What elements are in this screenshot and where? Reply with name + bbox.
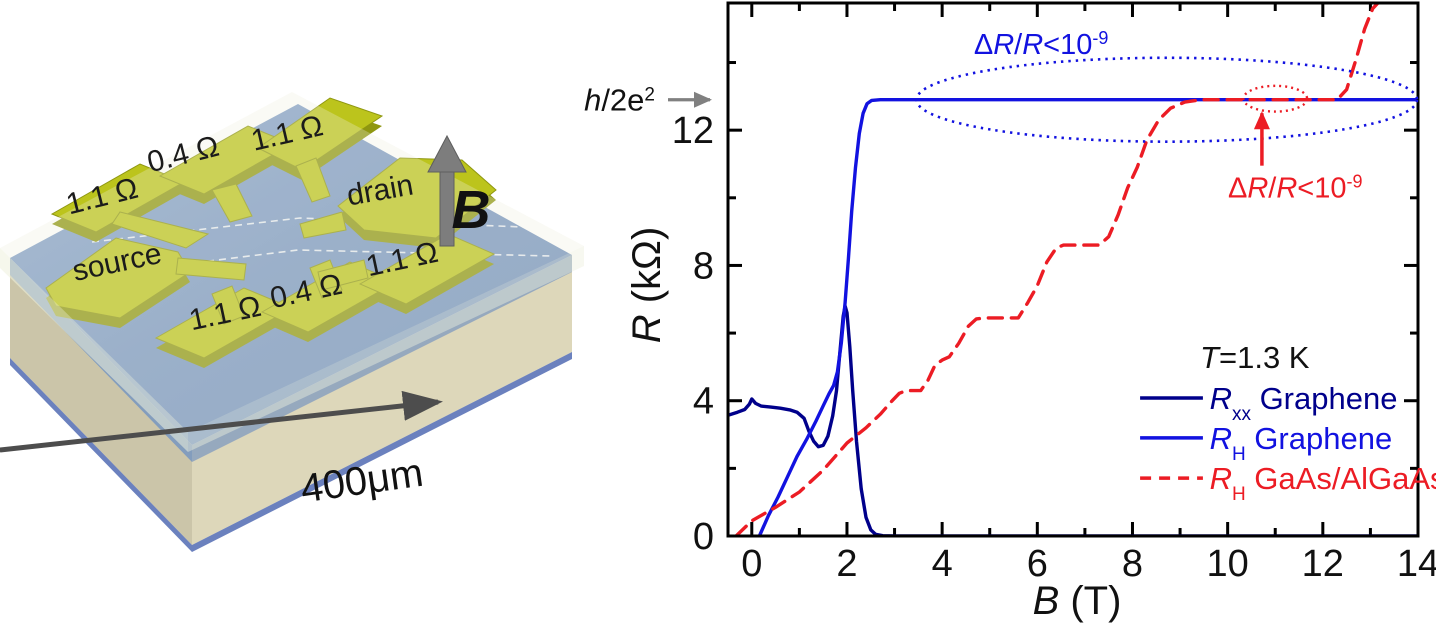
red-dotted-ellipse: [1242, 84, 1309, 113]
x-tick-label: 0: [741, 543, 762, 585]
h-over-2e2-label: h/2e2: [584, 83, 655, 118]
y-tick-label: 12: [672, 110, 714, 152]
scale-arrow: [0, 390, 443, 469]
y-axis-label: R (kΩ): [625, 227, 669, 344]
curve-rh-graphene: [757, 98, 1418, 536]
contact-arm: [299, 211, 347, 239]
legend-label-rh-gaas-algaas: RH GaAs/AlGaAs: [1210, 461, 1436, 505]
device-schematic: 1.1 Ω 0.4 Ω 1.1 Ω drain source 1.1 Ω 0.4…: [0, 92, 584, 552]
legend-label-rxx-graphene: Rxx Graphene: [1210, 381, 1398, 425]
x-tick-label: 2: [836, 543, 857, 585]
x-tick-label: 14: [1397, 543, 1436, 585]
x-tick-label: 12: [1302, 543, 1344, 585]
drain-pad: [337, 157, 497, 239]
x-tick-label: 4: [932, 543, 953, 585]
magnetic-field-arrow: [427, 134, 467, 247]
curves: [728, 3, 1418, 536]
contact-arm: [295, 157, 331, 203]
x-tick-label: 6: [1027, 543, 1048, 585]
legend-label-rh-graphene: RH Graphene: [1210, 421, 1393, 465]
red-ellipse-annotation: ΔR/R<10-9: [1228, 172, 1363, 205]
axis-ticks: [728, 3, 1420, 538]
chart-svg: 0 2 4 6 8 10 12 14 0 4 8 12 ΔR/R<10-9 ΔR/R<10-9 h/2e2 T…: [584, 1, 1436, 623]
legend-title-temperature: T=1.3 K: [1200, 340, 1310, 375]
contact-arm: [175, 257, 247, 281]
y-tick-label: 4: [693, 381, 714, 423]
x-axis-label: B (T): [1033, 579, 1122, 623]
contact-arm: [211, 285, 245, 325]
y-tick-label: 8: [693, 245, 714, 287]
contact-pad-top-right: [257, 97, 384, 171]
channel-outline-upper: [91, 217, 549, 243]
contact-pads: [45, 97, 497, 368]
y-tick-label: 0: [693, 516, 714, 558]
contact-arm: [211, 183, 253, 223]
curve-rh-gaas-algaas: [734, 3, 1380, 536]
blue-dotted-ellipse: [915, 56, 1419, 143]
blue-ellipse-annotation: ΔR/R<10-9: [974, 28, 1109, 61]
field-label: B: [452, 180, 491, 240]
field-arrow-head: [427, 134, 467, 173]
contact-arm: [317, 259, 369, 291]
plot-border: [726, 1, 1420, 538]
curve-rxx-graphene: [728, 304, 1418, 536]
contact-arm: [111, 211, 210, 249]
contact-pad-right: [358, 233, 496, 305]
x-tick-label: 8: [1122, 543, 1143, 585]
contact-pad-tops: [45, 97, 497, 359]
x-tick-label: 10: [1207, 543, 1249, 585]
glass-top: [0, 92, 584, 432]
